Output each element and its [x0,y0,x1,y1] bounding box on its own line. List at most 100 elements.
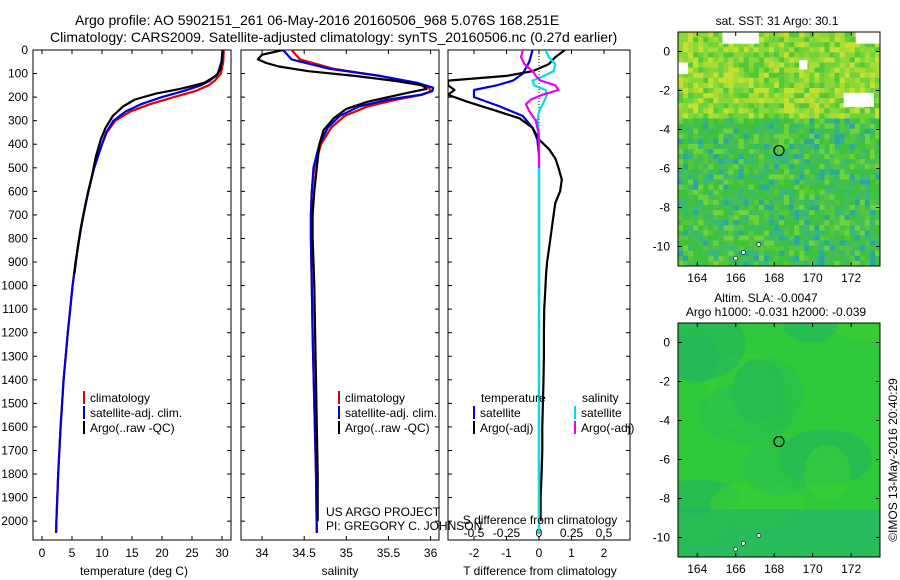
sst-cell [748,67,755,74]
sst-cell [713,93,719,99]
sst-cell [773,52,780,59]
sst-cell [768,123,775,130]
sst-cell [829,37,836,43]
sst-cell [743,210,750,216]
sst-cell [763,149,770,155]
sst-cell [738,103,745,109]
sst-cell [718,255,725,262]
sst-cell [773,204,780,211]
sst-cell [814,184,820,191]
sst-cell [789,215,795,221]
sst-cell [784,235,790,242]
sst-cell [814,210,820,216]
sst-cell [713,118,719,125]
sst-cell [854,169,861,176]
sst-cell [859,72,866,79]
sst-cell [698,138,704,145]
sst-cell [859,118,866,125]
sst-cell [718,133,725,140]
sst-cell [829,169,836,176]
sst-cell [869,235,876,242]
sst-cell [819,194,826,201]
sst-cell [799,87,805,94]
sst-cell [728,72,735,79]
sst-cell [819,52,826,59]
sst-cell [859,123,866,130]
sst-cell [869,154,876,160]
sst-cell [844,210,851,216]
sst-cell [834,164,841,170]
sst-cell [718,62,725,69]
sst-cell [814,87,820,94]
sst-cell [773,37,780,43]
sst-cell [804,235,810,242]
sst-cell [708,210,714,216]
sst-cell [703,204,709,211]
sst-cell [869,82,876,89]
sst-cell [799,194,805,201]
sst-cell [779,250,785,257]
sst-cell [708,113,714,120]
sst-cell [713,210,719,216]
sst-cell [829,62,836,69]
sst-cell [708,47,714,53]
sst-cell [683,123,689,130]
sst-cell [834,169,841,176]
difference-xlabel2: S difference from climatology [463,513,618,527]
legend-climatology-label: climatology [90,391,150,405]
sst-cell [794,184,800,191]
sst-cell [693,87,699,94]
sst-cell [799,255,805,262]
sst-cell [773,154,780,160]
sst-cell [804,189,810,196]
sst-cell [678,143,684,150]
sst-cell [763,113,770,120]
sst-cell [859,260,866,266]
sst-cell [748,210,755,216]
sst-cell [718,164,725,170]
sst-cell [758,159,765,165]
sst-cell [718,154,725,160]
sst-cell [748,98,755,104]
sst-cell [804,47,810,53]
sst-cell [773,32,780,38]
sst-cell [773,225,780,231]
sst-cell [784,123,790,130]
sst-cell [874,52,880,59]
sst-cell [768,52,775,59]
sst-cell [819,118,826,125]
sst-cell [713,52,719,59]
sst-cell [683,154,689,160]
sst-cell [824,250,831,257]
sst-cell [738,194,745,201]
y-tick-label: 1300 [1,349,28,363]
sst-cell [784,67,790,74]
sst-cell [789,72,795,79]
sst-cell [723,77,730,84]
sst-cell [723,235,730,242]
sst-cell [713,184,719,191]
sst-cell [799,154,805,160]
sst-cell [683,98,689,104]
sst-cell [859,225,866,231]
sst-cell [779,128,785,135]
sst-cell [768,98,775,104]
sst-cell [733,194,740,201]
sst-cell [693,235,699,242]
sst-cell [854,67,861,74]
sst-cell [854,179,861,186]
sst-cell [753,128,760,135]
sst-cell [854,87,861,94]
sst-cell [718,52,725,59]
sst-cell [829,230,836,237]
sst-cell [864,133,871,140]
sst-cell [799,260,805,266]
sst-cell [874,123,880,130]
sst-cell [779,103,785,109]
sst-cell [864,245,871,252]
sst-cell [859,138,866,145]
sst-cell [859,108,866,114]
sst-cell [763,98,770,104]
map-y-tick-label: -2 [659,375,670,389]
sst-cell [688,250,694,257]
